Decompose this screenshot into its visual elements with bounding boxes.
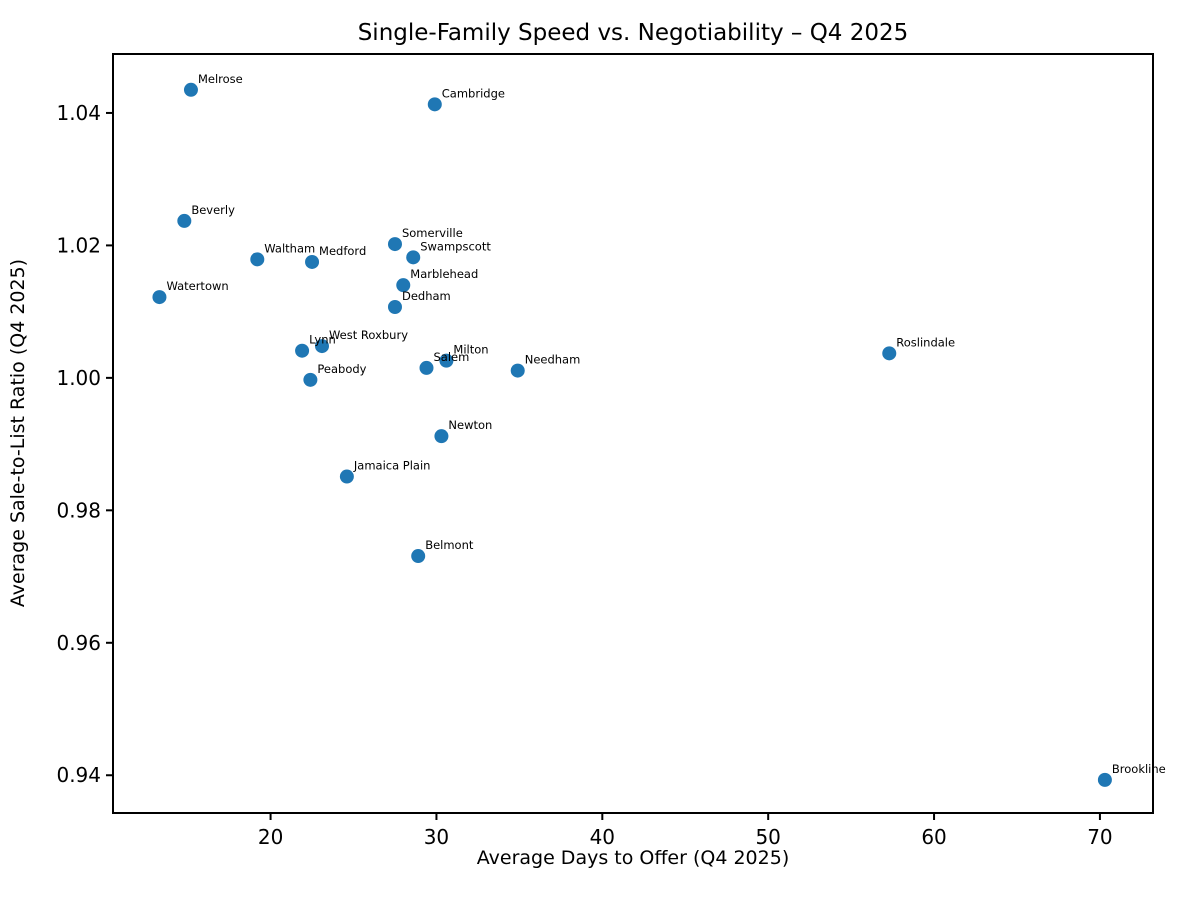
data-point-marker — [387, 300, 402, 314]
data-point-label: Watertown — [166, 279, 228, 293]
data-point-label: Peabody — [317, 362, 366, 376]
x-tick-label: 20 — [258, 825, 283, 849]
data-point-label: Melrose — [198, 72, 243, 86]
y-tick-label: 0.94 — [56, 763, 101, 787]
data-point-label: Belmont — [425, 538, 474, 552]
data-point-label: Jamaica Plain — [353, 459, 431, 473]
data-point-marker — [406, 250, 421, 265]
data-point-marker — [152, 290, 167, 305]
data-point-marker — [396, 278, 411, 293]
data-point-label: Waltham — [264, 241, 315, 255]
plot-area-border — [112, 53, 1154, 814]
y-tick-label: 1.02 — [56, 233, 101, 257]
y-tick-label: 0.98 — [56, 498, 101, 522]
data-point-label: Roslindale — [896, 335, 955, 349]
y-axis-label: Average Sale-to-List Ratio (Q4 2025) — [7, 259, 29, 607]
data-point-marker — [183, 82, 198, 97]
data-point-marker — [419, 360, 434, 375]
data-point-label: Needham — [525, 353, 581, 367]
data-point-marker — [434, 429, 449, 444]
data-point-marker — [387, 237, 402, 252]
data-point-label: Cambridge — [442, 86, 505, 100]
data-point-marker — [439, 353, 454, 368]
data-point-marker — [295, 343, 310, 358]
data-point-marker — [427, 97, 442, 112]
data-point-label: West Roxbury — [329, 328, 408, 342]
y-tick-label: 1.00 — [56, 366, 101, 390]
y-tick-label: 0.96 — [56, 631, 101, 655]
chart-title: Single-Family Speed vs. Negotiability – … — [358, 20, 909, 46]
data-point-label: Marblehead — [410, 267, 478, 281]
x-tick-label: 30 — [424, 825, 449, 849]
data-point-label: Swampscott — [420, 239, 491, 253]
data-point-label: Salem — [433, 350, 469, 364]
data-point-marker — [177, 213, 192, 228]
data-point-label: Beverly — [191, 203, 235, 217]
y-tick-label: 1.04 — [56, 101, 101, 125]
data-point-marker — [303, 372, 318, 387]
data-point-marker — [250, 252, 265, 267]
axis-ticks: 20 30 40 50 60 70 1.04 1.02 1.00 0.98 0.96 0.94 — [56, 101, 1112, 849]
x-axis-label: Average Days to Offer (Q4 2025) — [477, 847, 789, 869]
data-point-marker — [510, 363, 525, 378]
x-tick-label: 40 — [590, 825, 615, 849]
data-point-marker — [411, 549, 426, 564]
x-tick-label: 60 — [921, 825, 946, 849]
data-points: Melrose Cambridge Beverly SomervilleSwampsc… — [152, 72, 1166, 787]
data-point-marker — [339, 469, 354, 484]
data-point-marker — [1097, 772, 1112, 787]
data-point-label: Brookline — [1112, 762, 1166, 776]
data-point-label: Milton — [453, 343, 488, 357]
data-point-label: Newton — [448, 418, 492, 432]
data-point-marker — [314, 339, 329, 354]
data-point-label: Medford — [319, 244, 366, 258]
x-tick-label: 70 — [1087, 825, 1112, 849]
data-point-label: Lynn — [309, 333, 336, 347]
data-point-marker — [305, 254, 320, 269]
data-point-label: Somerville — [402, 226, 463, 240]
data-point-label: Dedham — [402, 289, 451, 303]
x-tick-label: 50 — [755, 825, 780, 849]
data-point-marker — [882, 346, 897, 361]
